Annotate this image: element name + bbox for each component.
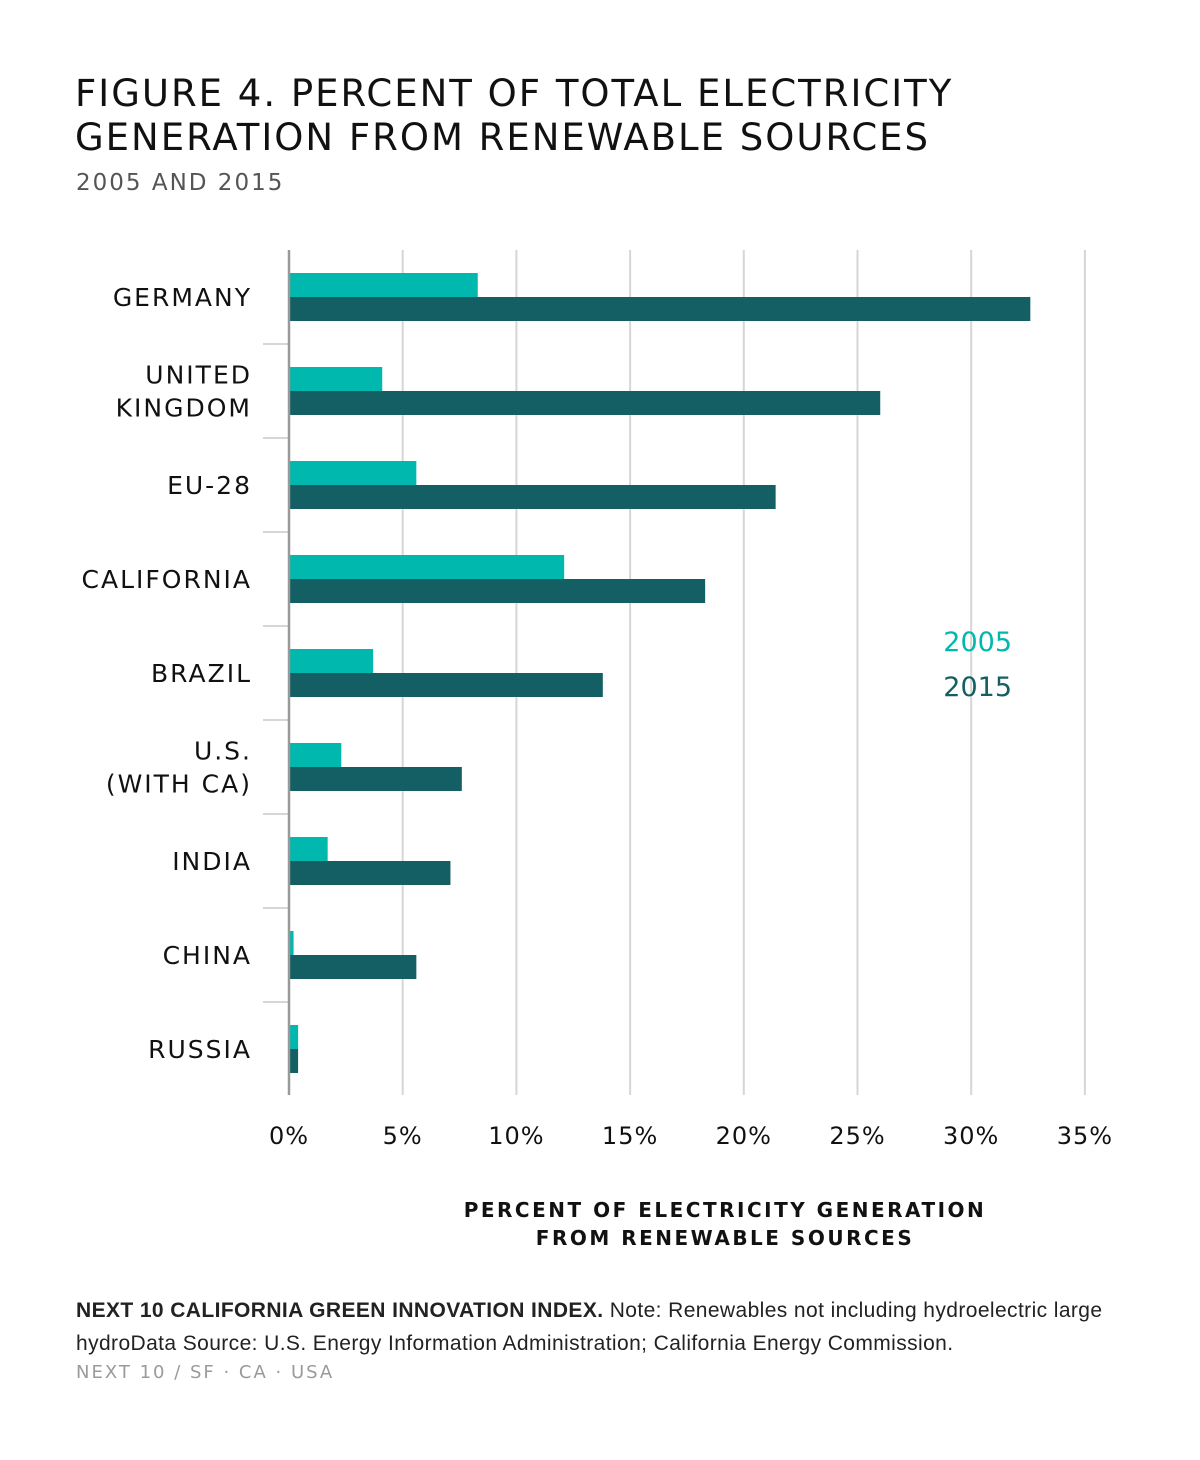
legend: 2005 2015 [900, 620, 1012, 710]
x-tick-label: 30% [943, 1122, 999, 1150]
bar-2015 [289, 861, 451, 885]
x-tick-label: 20% [716, 1122, 772, 1150]
category-label-line: U.S. [194, 737, 252, 766]
x-tick-label: 15% [602, 1122, 658, 1150]
category-label: U.S. (WITH CA) [106, 737, 252, 799]
x-axis-title-line-1: PERCENT OF ELECTRICITY GENERATION [463, 1198, 987, 1222]
category-label: BRAZIL [151, 659, 252, 688]
bar-2005 [289, 837, 328, 861]
bar-2015 [289, 579, 706, 603]
category-label-line: CHINA [163, 941, 252, 970]
category-label-line: UNITED [145, 361, 252, 390]
bar-chart: GERMANY UNITED KINGDOM EU-28 CALIFORNIA BRAZI… [82, 250, 1113, 1150]
bar-2005 [289, 461, 417, 485]
category-label-line: KINGDOM [116, 394, 252, 423]
chart-subtitle: 2005 AND 2015 [76, 170, 285, 196]
note-text: Note: Renewables not including hydroelec… [76, 1299, 1103, 1355]
bar-2015 [289, 485, 776, 509]
source-note: NEXT 10 CALIFORNIA GREEN INNOVATION INDE… [76, 1294, 1156, 1360]
x-tick-label: 0% [269, 1122, 309, 1150]
bar-2005 [289, 931, 294, 955]
bar-2015 [289, 297, 1031, 321]
bar-2005 [289, 367, 383, 391]
source-label: NEXT 10 CALIFORNIA GREEN INNOVATION INDE… [76, 1299, 604, 1322]
category-label: RUSSIA [148, 1035, 252, 1064]
bar-2005 [289, 273, 478, 297]
category-label-line: INDIA [172, 847, 252, 876]
category-label: UNITED KINGDOM [116, 361, 252, 423]
category-label-line: GERMANY [113, 283, 252, 312]
x-tick-label: 25% [829, 1122, 885, 1150]
category-label-line: EU-28 [167, 471, 252, 500]
chart-title: FIGURE 4. PERCENT OF TOTAL ELECTRICITY G… [75, 72, 954, 159]
category-label-line: (WITH CA) [106, 770, 252, 799]
x-tick-label: 35% [1057, 1122, 1113, 1150]
bar-2005 [289, 649, 374, 673]
category-label-line: BRAZIL [151, 659, 252, 688]
bar-2015 [289, 391, 881, 415]
category-label: CHINA [163, 941, 252, 970]
bar-2015 [289, 767, 462, 791]
category-label: INDIA [172, 847, 252, 876]
x-axis-title: PERCENT OF ELECTRICITY GENERATION FROM R… [430, 1196, 1020, 1252]
category-label-line: RUSSIA [148, 1035, 252, 1064]
legend-item-2015: 2015 [943, 672, 1012, 703]
bar-2005 [289, 743, 342, 767]
footer: NEXT 10 / SF · CA · USA [76, 1362, 335, 1383]
x-axis-title-line-2: FROM RENEWABLE SOURCES [535, 1226, 915, 1250]
x-tick-label: 10% [488, 1122, 544, 1150]
bar-2015 [289, 673, 603, 697]
bar-2005 [289, 1025, 299, 1049]
x-tick-label: 5% [383, 1122, 423, 1150]
category-label: GERMANY [113, 283, 252, 312]
category-label-line: CALIFORNIA [82, 565, 252, 594]
category-label: EU-28 [167, 471, 252, 500]
legend-item-2005: 2005 [943, 627, 1012, 658]
category-label: CALIFORNIA [82, 565, 252, 594]
bar-2015 [289, 955, 417, 979]
bar-2005 [289, 555, 565, 579]
bar-2015 [289, 1049, 299, 1073]
